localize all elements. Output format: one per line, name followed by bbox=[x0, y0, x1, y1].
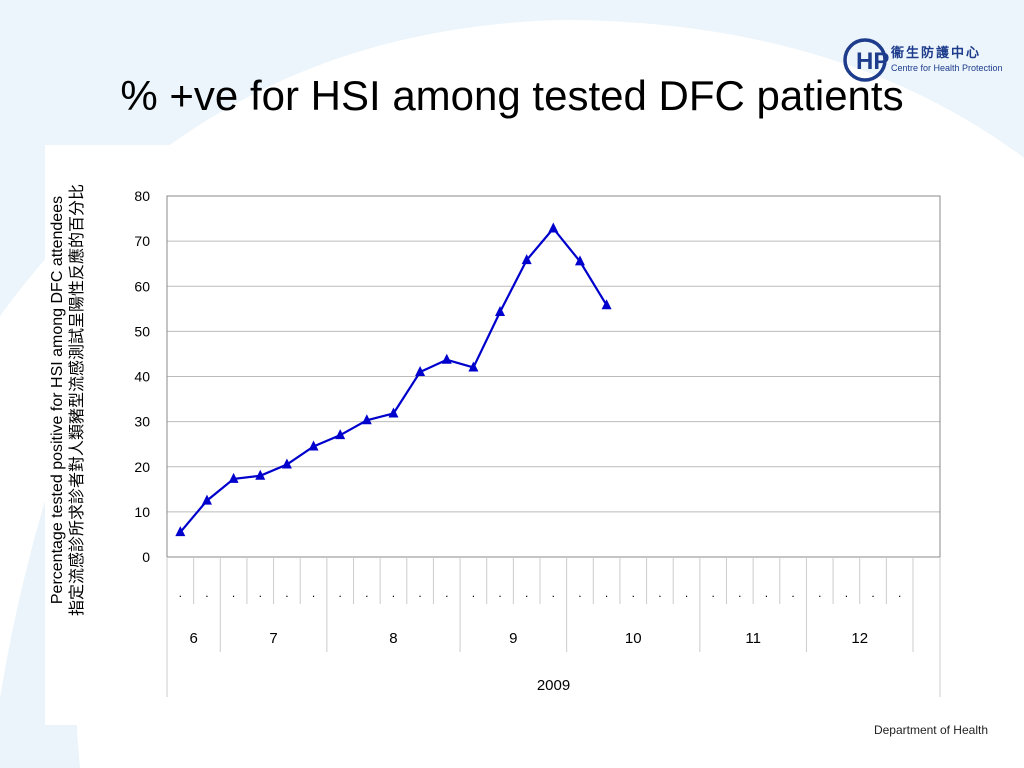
y-axis-label: Percentage tested positive for HSI among… bbox=[48, 140, 88, 660]
month-label: 7 bbox=[269, 630, 277, 647]
y-tick-label: 70 bbox=[134, 233, 150, 249]
data-point-marker bbox=[361, 414, 372, 425]
month-label: 10 bbox=[625, 630, 642, 647]
y-tick-label: 80 bbox=[134, 188, 150, 204]
week-tick-label: . bbox=[285, 586, 288, 600]
week-tick-label: . bbox=[498, 586, 501, 600]
data-point-marker bbox=[548, 222, 559, 233]
data-point-marker bbox=[335, 429, 346, 440]
y-tick-label: 60 bbox=[134, 278, 150, 294]
week-tick-label: . bbox=[392, 586, 395, 600]
logo-english-name: Centre for Health Protection bbox=[891, 63, 1003, 73]
logo-chinese-name: 衞生防護中心 bbox=[891, 45, 982, 60]
month-label: 12 bbox=[851, 630, 868, 647]
y-tick-label: 0 bbox=[142, 549, 150, 565]
week-tick-label: . bbox=[632, 586, 635, 600]
data-point-marker bbox=[388, 407, 399, 418]
y-tick-label: 50 bbox=[134, 323, 150, 339]
month-label: 6 bbox=[189, 630, 197, 647]
y-axis-label-chinese: 指定流感診所求診者對人類豬型流感測試呈陽性反應的百分比 bbox=[69, 184, 86, 617]
y-tick-label: 30 bbox=[134, 414, 150, 430]
data-point-marker bbox=[255, 469, 266, 480]
month-label: 9 bbox=[509, 630, 517, 647]
week-tick-label: . bbox=[472, 586, 475, 600]
data-point-marker bbox=[521, 254, 532, 265]
week-tick-label: . bbox=[765, 586, 768, 600]
week-tick-label: . bbox=[712, 586, 715, 600]
y-tick-label: 20 bbox=[134, 459, 150, 475]
chart-panel bbox=[45, 145, 975, 725]
week-tick-label: . bbox=[738, 586, 741, 600]
week-tick-label: . bbox=[259, 586, 262, 600]
data-point-marker bbox=[415, 365, 426, 376]
week-tick-label: . bbox=[578, 586, 581, 600]
week-tick-label: . bbox=[232, 586, 235, 600]
week-tick-label: . bbox=[685, 586, 688, 600]
week-tick-label: . bbox=[525, 586, 528, 600]
week-tick-label: . bbox=[845, 586, 848, 600]
data-point-marker bbox=[468, 361, 479, 372]
data-point-marker bbox=[574, 255, 585, 266]
y-axis-label-english: Percentage tested positive for HSI among… bbox=[49, 195, 66, 605]
week-tick-label: . bbox=[791, 586, 794, 600]
week-tick-label: . bbox=[365, 586, 368, 600]
data-point-marker bbox=[201, 494, 212, 505]
svg-text:HP: HP bbox=[856, 48, 889, 75]
x-axis-label: 2009 bbox=[537, 677, 570, 694]
data-point-marker bbox=[601, 299, 612, 310]
month-label: 8 bbox=[389, 630, 397, 647]
footer-department: Department of Health bbox=[873, 723, 988, 737]
week-tick-label: . bbox=[605, 586, 608, 600]
week-tick-label: . bbox=[818, 586, 821, 600]
data-point-marker bbox=[308, 440, 319, 451]
chp-logo-mark: HP bbox=[843, 38, 889, 82]
series-line bbox=[179, 226, 608, 533]
week-tick-label: . bbox=[871, 586, 874, 600]
data-point-marker bbox=[495, 305, 506, 316]
slide-title: % +ve for HSI among tested DFC patients bbox=[120, 72, 904, 119]
month-label: 11 bbox=[745, 630, 761, 647]
data-point-marker bbox=[281, 458, 292, 469]
chp-logo: HP 衞生防護中心 Centre for Health Protection bbox=[843, 36, 1003, 84]
week-tick-label: . bbox=[205, 586, 208, 600]
week-tick-label: . bbox=[552, 586, 555, 600]
y-tick-label: 10 bbox=[134, 504, 150, 520]
week-tick-label: . bbox=[339, 586, 342, 600]
data-point-marker bbox=[441, 353, 452, 364]
week-tick-label: . bbox=[658, 586, 661, 600]
week-tick-label: . bbox=[898, 586, 901, 600]
y-tick-label: 40 bbox=[134, 369, 150, 385]
week-tick-label: . bbox=[179, 586, 182, 600]
data-point-marker bbox=[175, 526, 186, 537]
data-point-marker bbox=[228, 472, 239, 483]
week-tick-label: . bbox=[418, 586, 421, 600]
week-tick-label: . bbox=[312, 586, 315, 600]
plot-area bbox=[166, 195, 941, 558]
week-tick-label: . bbox=[445, 586, 448, 600]
